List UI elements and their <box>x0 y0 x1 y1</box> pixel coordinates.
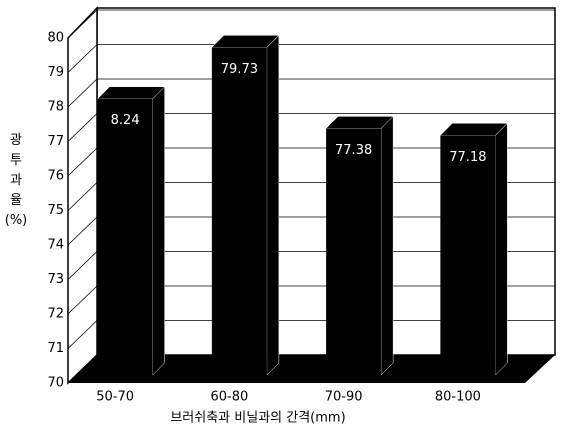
y-tick-label: 80 <box>47 31 64 46</box>
bar-side <box>495 122 508 376</box>
grid-line <box>67 216 98 246</box>
x-tick-label: 80-100 <box>435 390 481 405</box>
bar-front <box>97 98 153 375</box>
bar <box>439 122 508 376</box>
y-tick-label: 71 <box>47 341 64 356</box>
grid-line <box>67 44 98 73</box>
grid-line <box>67 251 98 280</box>
bar <box>325 115 394 376</box>
bar-front <box>326 128 382 375</box>
floor <box>68 355 555 383</box>
bar <box>97 86 166 376</box>
grid-line <box>67 78 98 108</box>
grid-line <box>67 9 98 39</box>
y-tick-label: 79 <box>47 65 64 80</box>
x-tick-label: 50-70 <box>96 390 134 405</box>
y-tick-label: 74 <box>47 238 64 253</box>
bar <box>211 34 280 376</box>
x-tick-label: 70-90 <box>325 390 363 405</box>
grid-line <box>67 147 98 177</box>
value-label: 79.73 <box>221 62 258 77</box>
y-tick-label: 77 <box>47 134 64 149</box>
y-axis-label: 광 투 과 율 (%) <box>5 133 28 228</box>
value-label: 8.24 <box>111 113 140 128</box>
y-tick-label: 70 <box>47 376 64 391</box>
bar-front <box>211 47 267 375</box>
bar-top <box>211 35 280 48</box>
grid-line <box>67 285 98 315</box>
bar-front <box>440 135 496 375</box>
bar-top <box>439 123 508 136</box>
grid-line <box>67 320 98 349</box>
bar-side <box>266 34 280 376</box>
x-axis-label: 브러쉬축과 비닐과의 간격(mm) <box>170 411 345 426</box>
grid-line <box>67 113 98 142</box>
y-tick-label: 75 <box>47 203 64 218</box>
value-label: 77.18 <box>449 150 486 165</box>
side-wall <box>67 6 98 385</box>
bar-side <box>380 115 394 376</box>
y-tick-label: 76 <box>47 169 64 184</box>
y-tick-label: 72 <box>47 307 64 322</box>
bar-side <box>152 86 165 376</box>
bar-top <box>97 86 166 99</box>
grid-line <box>67 182 98 211</box>
value-label: 77.38 <box>335 143 372 158</box>
y-tick-label: 73 <box>47 272 64 287</box>
bar-top <box>325 116 394 129</box>
x-tick-label: 60-80 <box>210 390 248 405</box>
y-tick-label: 78 <box>47 100 64 115</box>
